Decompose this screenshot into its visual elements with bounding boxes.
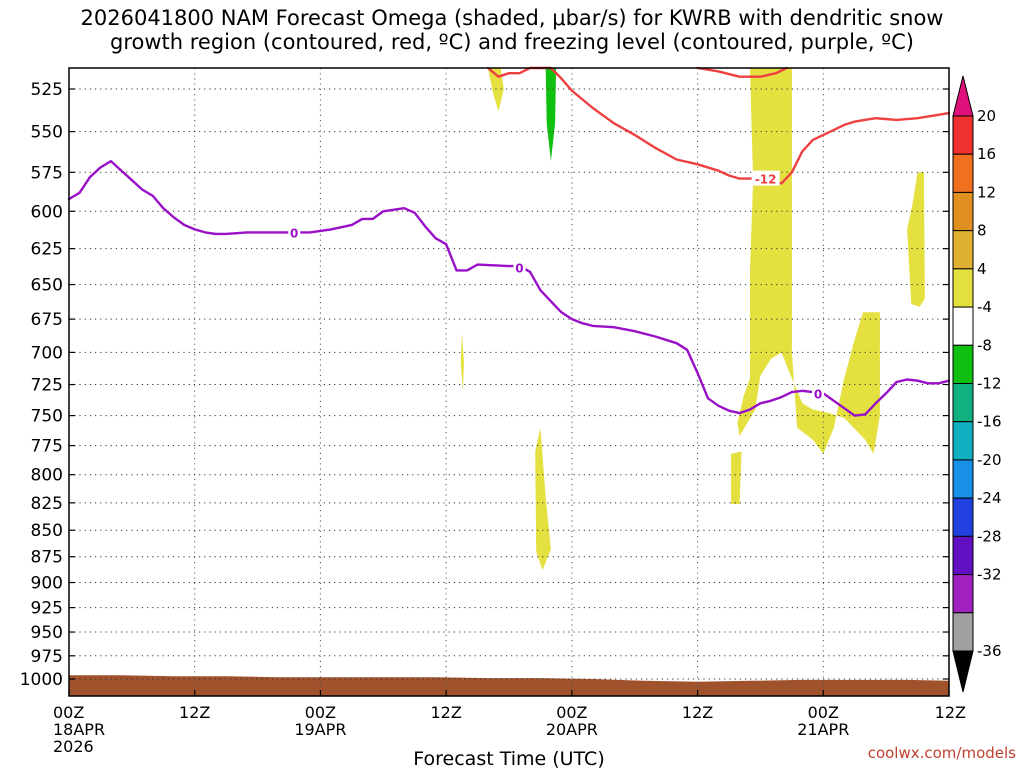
colorbar-swatch-8	[952, 421, 974, 461]
colorbar-swatch-4	[952, 268, 974, 308]
colorbar-swatch-11	[952, 535, 974, 576]
colorbar-label-13: -36	[977, 642, 1002, 660]
x-tick-label-60-1: 12Z	[682, 703, 713, 722]
colorbar-swatch-3	[952, 230, 974, 270]
colorbar-swatch-9	[952, 459, 974, 499]
omega-region-6	[907, 172, 925, 307]
contour-layer	[67, 66, 951, 417]
x-tick-label-48-2: 20APR	[546, 720, 598, 739]
y-tick-label-650: 650	[31, 276, 63, 296]
omega-region-2	[460, 332, 464, 391]
colorbar-swatch-13	[952, 612, 974, 652]
colorbar-swatch-1	[952, 153, 974, 193]
y-tick-label-950: 950	[31, 623, 63, 643]
colorbar-label-10: -24	[977, 489, 1002, 507]
chart-title-line1: 2026041800 NAM Forecast Omega (shaded, μ…	[80, 6, 944, 30]
contour-label-layer: 0 0 0 -12	[288, 170, 825, 401]
x-tick-label-72-2: 21APR	[797, 720, 849, 739]
x-tick-label-0-2: 18APR	[53, 720, 105, 739]
colorbar-swatch-6	[952, 344, 974, 384]
colorbar-label-6: -8	[977, 336, 992, 354]
colorbar-label-9: -20	[977, 451, 1002, 469]
y-tick-label-725: 725	[31, 376, 63, 396]
y-tick-label-925: 925	[31, 599, 63, 619]
colorbar-swatch-10	[952, 497, 974, 537]
freezing-level-contour	[67, 159, 951, 417]
grid-layer	[69, 68, 949, 696]
x-tick-label-0-3: 2026	[53, 737, 94, 756]
omega-region-1	[545, 68, 557, 162]
y-tick-label-1000: 1000	[20, 670, 63, 690]
colorbar-label-0: 20	[977, 107, 996, 125]
omega-region-3	[535, 427, 551, 571]
colorbar-swatch-7	[952, 383, 974, 423]
y-tick-label-525: 525	[31, 80, 63, 100]
x-tick-label-24-1: 00Z	[305, 703, 336, 722]
y-tick-label-600: 600	[31, 202, 63, 222]
y-tick-label-575: 575	[31, 163, 63, 183]
y-tick-label-700: 700	[31, 343, 63, 363]
colorbar-label-4: 4	[977, 260, 987, 278]
dgz-label-0-bg	[751, 170, 780, 186]
omega-region-4	[731, 451, 742, 504]
colorbar-label-11: -28	[977, 527, 1002, 545]
colorbar-label-12: -32	[977, 566, 1002, 584]
colorbar-swatch-0	[952, 115, 974, 155]
colorbar-swatch-2	[952, 191, 974, 232]
y-tick-label-850: 850	[31, 521, 63, 541]
colorbar-swatch-5	[952, 306, 974, 346]
colorbar-label-3: 8	[977, 222, 987, 240]
dgz-label-0: -12	[755, 173, 777, 187]
x-tick-label-48-1: 00Z	[556, 703, 587, 722]
x-tick-label-36-1: 12Z	[430, 703, 461, 722]
y-tick-label-975: 975	[31, 647, 63, 667]
ground-layer	[69, 675, 949, 696]
y-axis-ticks: 525 550 575 600 625 650 675 700 725 750 775 800 825 8…	[20, 80, 949, 690]
y-tick-label-775: 775	[31, 437, 63, 457]
colorbar-swatch-12	[952, 574, 974, 614]
omega-region-0	[488, 68, 504, 112]
x-tick-label-0-1: 00Z	[53, 703, 84, 722]
chart-title-line2: growth region (contoured, red, ºC) and f…	[110, 30, 914, 54]
colorbar-label-5: -4	[977, 298, 992, 316]
y-tick-label-550: 550	[31, 123, 63, 143]
y-tick-label-825: 825	[31, 494, 63, 514]
plot-frame	[68, 67, 950, 697]
x-tick-label-72-1: 00Z	[808, 703, 839, 722]
x-tick-label-12-1: 12Z	[179, 703, 210, 722]
y-tick-label-625: 625	[31, 240, 63, 260]
colorbar: 20 16 12 8 4 -4 -8 -12 -16 -20 -24 -28 -32 -36	[952, 75, 1002, 693]
colorbar-label-8: -16	[977, 413, 1002, 431]
colorbar-bottom-arrow	[952, 650, 974, 693]
colorbar-label-1: 16	[977, 145, 996, 163]
omega-region-5	[737, 68, 880, 454]
x-axis-label: Forecast Time (UTC)	[413, 748, 604, 768]
freezing-level-label-2-bg	[812, 385, 825, 401]
y-tick-label-875: 875	[31, 548, 63, 568]
y-tick-label-800: 800	[31, 466, 63, 486]
freezing-level-label-1: 0	[515, 261, 523, 275]
y-tick-label-675: 675	[31, 310, 63, 330]
x-tick-label-24-2: 19APR	[294, 720, 346, 739]
y-tick-label-750: 750	[31, 407, 63, 427]
dgz-contour-minus12	[486, 66, 951, 185]
freezing-level-label-0: 0	[290, 226, 298, 240]
ground-fill	[69, 675, 949, 696]
freezing-level-label-1-bg	[513, 259, 526, 275]
colorbar-label-7: -12	[977, 375, 1002, 393]
omega-shading-layer	[460, 68, 925, 571]
freezing-level-label-0-bg	[288, 224, 301, 240]
y-tick-label-900: 900	[31, 574, 63, 594]
chart-title: 2026041800 NAM Forecast Omega (shaded, μ…	[0, 6, 1024, 54]
credit-text: coolwx.com/models	[868, 744, 1016, 762]
freezing-level-label-2: 0	[814, 387, 822, 401]
dgz-contour-upper-segment	[696, 66, 788, 78]
colorbar-label-2: 12	[977, 183, 996, 201]
x-tick-label-84-1: 12Z	[935, 703, 966, 722]
colorbar-top-arrow	[952, 75, 974, 117]
